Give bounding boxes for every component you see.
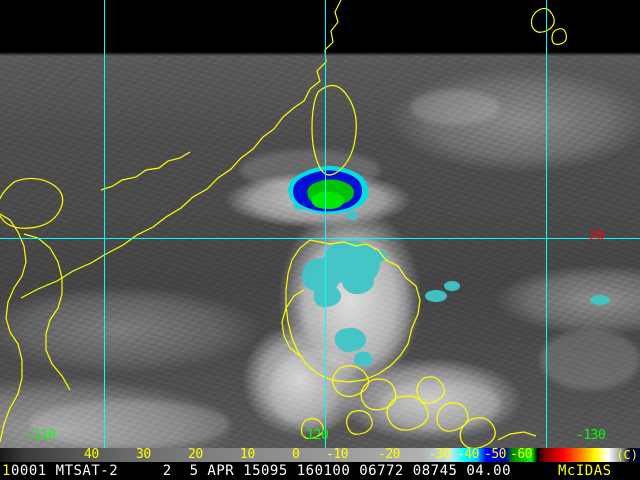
cloud-wisp [380, 380, 500, 430]
lon-label-120: -120 [299, 428, 329, 443]
colorbar-tick-30: 30 [136, 447, 151, 462]
colorbar-gradient [0, 448, 640, 462]
colorbar-tick-20: 20 [188, 447, 203, 462]
ir-texture-overlay [0, 0, 640, 448]
cyan-cold-tops [293, 202, 610, 366]
temperature-colorbar[interactable]: 40 30 20 10 0 -10 -20 -30 -40 -50 -60 (C… [0, 448, 640, 462]
colorbar-tick-m30: -30 [428, 447, 450, 462]
lat-label-20: 20 [589, 229, 604, 244]
satellite-image-canvas[interactable]: -110 -120 -130 20 [0, 0, 640, 448]
cloud-wisp [30, 400, 230, 448]
coastline-paths [0, 0, 567, 448]
cloud-wisp [270, 350, 360, 430]
ir-grayscale-field [0, 0, 640, 448]
mcidas-brand-label: McIDAS [558, 463, 612, 479]
colorbar-tick-40: 40 [84, 447, 99, 462]
cloud-wisp [410, 90, 500, 125]
latlon-gridlines [0, 0, 640, 448]
lon-label-110: -110 [26, 428, 56, 443]
cloud-wisp [540, 330, 640, 390]
colorbar-tick-10: 10 [240, 447, 255, 462]
primary-storm-enhancement [288, 166, 369, 214]
status-prefix-digit: 1 [2, 463, 11, 479]
colorbar-tick-m10: -10 [326, 447, 348, 462]
colorbar-tick-m40: -40 [457, 447, 479, 462]
colorbar-unit-label: (C) [616, 448, 638, 462]
colorbar-tick-m50: -50 [484, 447, 506, 462]
lon-label-130: -130 [576, 428, 606, 443]
colorbar-tick-m20: -20 [378, 447, 400, 462]
enhanced-cloudtop-layer [288, 166, 610, 366]
status-fields: 0001 MTSAT-2 2 5 APR 15095 160100 06772 … [11, 463, 512, 479]
colorbar-tick-m60: -60 [510, 447, 532, 462]
colorbar-tick-0: 0 [292, 447, 300, 462]
map-vector-overlay [0, 0, 640, 448]
status-bar: 1 0001 MTSAT-2 2 5 APR 15095 160100 0677… [0, 462, 640, 480]
